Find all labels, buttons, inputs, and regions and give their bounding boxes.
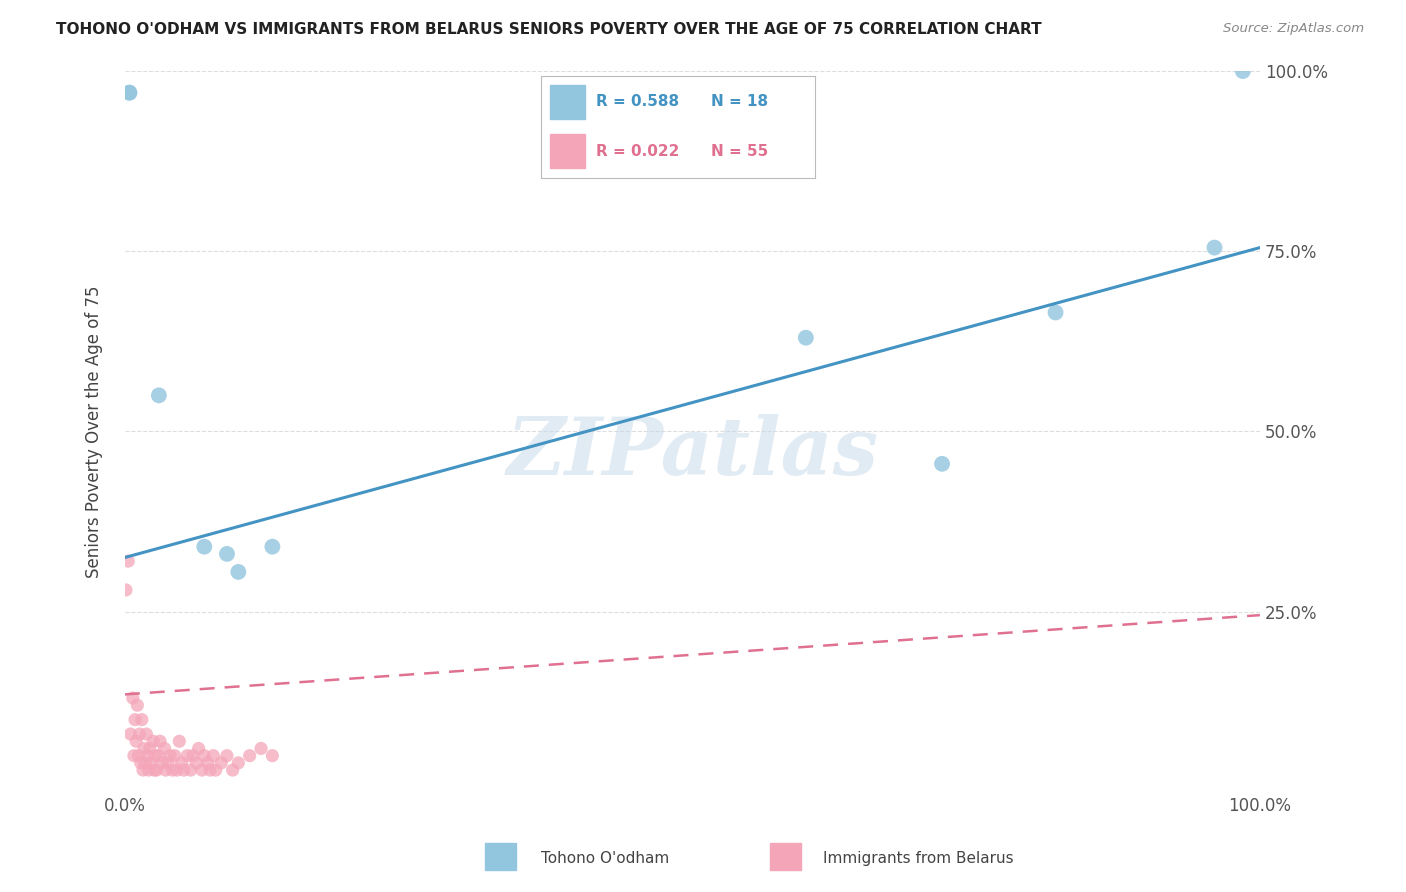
Point [250, 741, 273, 756]
Point [198, 763, 221, 777]
Point [127, 748, 149, 763]
Point [128, 727, 150, 741]
Point [159, 748, 181, 763]
Point [122, 748, 145, 763]
Point [931, 457, 953, 471]
Point [120, 727, 142, 741]
Text: Tohono O'odham: Tohono O'odham [541, 851, 669, 865]
Bar [550, 135, 585, 168]
Point [239, 748, 262, 763]
Point [139, 756, 162, 770]
Point [149, 734, 172, 748]
Point [162, 763, 184, 777]
Point [166, 763, 188, 777]
Text: ZIPatlas: ZIPatlas [506, 414, 879, 491]
Point [262, 540, 284, 554]
Point [118, 86, 141, 100]
Point [186, 756, 208, 770]
Point [193, 748, 215, 763]
Text: TOHONO O'ODHAM VS IMMIGRANTS FROM BELARUS SENIORS POVERTY OVER THE AGE OF 75 COR: TOHONO O'ODHAM VS IMMIGRANTS FROM BELARU… [56, 22, 1042, 37]
Point [170, 756, 193, 770]
Point [163, 748, 186, 763]
Point [215, 547, 238, 561]
Text: R = 0.588: R = 0.588 [596, 95, 679, 110]
Point [150, 756, 173, 770]
Point [193, 540, 215, 554]
Text: N = 55: N = 55 [711, 144, 769, 159]
Point [209, 756, 232, 770]
Point [181, 748, 204, 763]
Point [121, 691, 143, 706]
Point [139, 741, 162, 756]
Point [228, 756, 250, 770]
Point [132, 763, 155, 777]
Point [118, 86, 141, 100]
Point [143, 763, 166, 777]
Point [135, 727, 157, 741]
Point [148, 388, 170, 402]
Point [134, 741, 156, 756]
Point [180, 763, 202, 777]
Point [1045, 305, 1067, 319]
Point [155, 763, 177, 777]
Point [115, 582, 138, 597]
Point [197, 756, 219, 770]
Point [228, 565, 250, 579]
Point [129, 756, 152, 770]
Text: N = 18: N = 18 [711, 95, 769, 110]
Point [1232, 64, 1254, 78]
Point [117, 554, 139, 568]
Point [127, 698, 149, 713]
Point [221, 763, 243, 777]
Point [148, 748, 170, 763]
Point [145, 763, 167, 777]
Y-axis label: Seniors Poverty Over the Age of 75: Seniors Poverty Over the Age of 75 [86, 285, 103, 578]
Point [173, 763, 195, 777]
Bar [550, 85, 585, 119]
Point [215, 748, 238, 763]
Point [169, 734, 191, 748]
Point [153, 741, 176, 756]
Point [142, 734, 165, 748]
Point [191, 763, 214, 777]
Point [124, 713, 146, 727]
Point [136, 748, 159, 763]
Point [145, 748, 167, 763]
Point [794, 331, 817, 345]
Point [176, 748, 198, 763]
Point [134, 756, 156, 770]
Point [125, 734, 148, 748]
Point [138, 763, 160, 777]
Text: Source: ZipAtlas.com: Source: ZipAtlas.com [1223, 22, 1364, 36]
Point [187, 741, 209, 756]
Point [262, 748, 284, 763]
Text: Immigrants from Belarus: Immigrants from Belarus [823, 851, 1014, 865]
Point [202, 748, 225, 763]
Point [156, 756, 179, 770]
Point [1204, 241, 1226, 255]
Point [204, 763, 226, 777]
Point [131, 713, 153, 727]
Text: R = 0.022: R = 0.022 [596, 144, 679, 159]
